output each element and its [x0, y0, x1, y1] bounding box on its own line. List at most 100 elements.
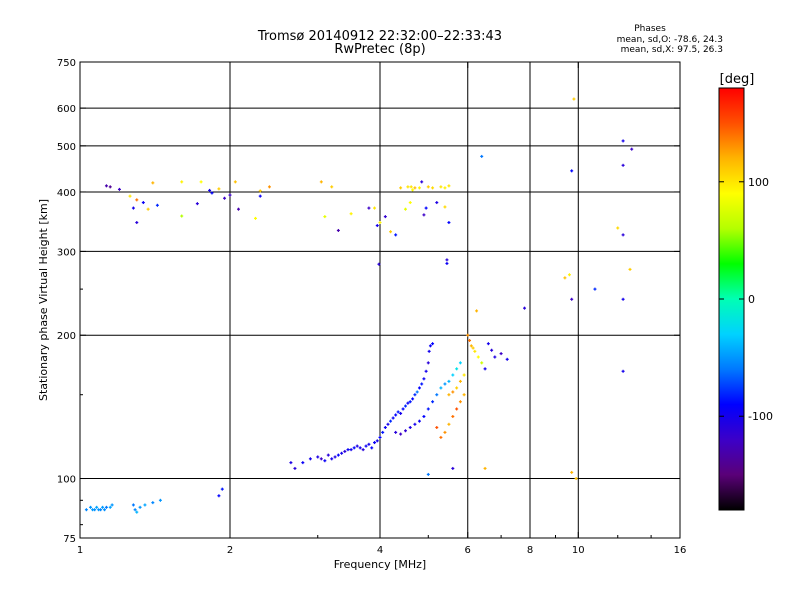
data-point [143, 503, 147, 507]
data-point [158, 498, 162, 502]
data-point [424, 369, 428, 373]
data-point [408, 201, 412, 205]
data-point [386, 422, 390, 426]
x-axis-ticks: 1 2 4 6 8 10 16 [77, 62, 687, 556]
data-point [389, 230, 393, 234]
colorbar-tick-label: -100 [748, 410, 773, 423]
data-point [135, 510, 139, 514]
data-point [146, 207, 150, 211]
data-point [133, 508, 137, 512]
data-point [394, 413, 398, 417]
data-point [439, 386, 443, 390]
data-point [399, 432, 403, 436]
x-tick-label: 2 [227, 545, 233, 556]
data-point [217, 187, 221, 191]
data-point [451, 373, 455, 377]
data-point [195, 202, 199, 206]
data-point [468, 338, 472, 342]
data-point [420, 382, 424, 386]
data-point [258, 189, 262, 193]
data-point [323, 459, 327, 463]
data-point [473, 349, 477, 353]
data-point [361, 448, 365, 452]
data-point [352, 446, 356, 450]
data-point [462, 393, 466, 397]
colorbar-tick-label: 0 [748, 293, 755, 306]
data-point [336, 453, 340, 457]
data-point [378, 221, 382, 225]
data-point [406, 185, 410, 189]
data-point [413, 422, 417, 426]
data-point [451, 414, 455, 418]
data-point [253, 216, 257, 220]
data-point [476, 355, 480, 359]
data-point [381, 430, 385, 434]
data-point [628, 267, 632, 271]
data-point [621, 139, 625, 143]
data-point [572, 97, 576, 101]
data-point [375, 439, 379, 443]
data-point [499, 352, 503, 356]
data-point [401, 407, 405, 411]
data-point [630, 147, 634, 151]
data-point [236, 207, 240, 211]
data-point [391, 416, 395, 420]
data-point [458, 361, 462, 365]
x-tick-label: 8 [527, 545, 533, 556]
data-point [439, 435, 443, 439]
data-point [426, 185, 430, 189]
data-point [475, 309, 479, 313]
data-point [570, 297, 574, 301]
data-point [570, 470, 574, 474]
data-point [570, 169, 574, 173]
data-point [486, 342, 490, 346]
data-point [409, 185, 413, 189]
phases-title: Phases [634, 24, 666, 34]
x-tick-label: 1 [77, 545, 83, 556]
data-point [408, 425, 412, 429]
data-point [399, 186, 403, 190]
data-point [455, 386, 459, 390]
data-point [180, 180, 184, 184]
data-point [135, 198, 139, 202]
data-point [316, 455, 320, 459]
data-point [330, 457, 334, 461]
data-point [435, 201, 439, 205]
data-point [375, 224, 379, 228]
data-point [411, 188, 415, 192]
data-point [435, 393, 439, 397]
data-point [267, 185, 271, 189]
data-point [493, 355, 497, 359]
data-point [217, 494, 221, 498]
data-point [131, 206, 135, 210]
data-point [451, 466, 455, 470]
data-point [422, 213, 426, 217]
data-point [443, 186, 447, 190]
data-point [462, 373, 466, 377]
data-point [490, 348, 494, 352]
data-point [84, 508, 88, 512]
data-point [108, 185, 112, 189]
data-point [99, 508, 103, 512]
data-point [155, 203, 159, 207]
data-point [104, 184, 108, 188]
data-point [95, 505, 99, 509]
data-point [289, 461, 293, 465]
data-point [141, 201, 145, 205]
data-point [417, 186, 421, 190]
data-point [308, 457, 312, 461]
data-point [403, 207, 407, 211]
data-point [358, 446, 362, 450]
data-point [367, 442, 371, 446]
data-point [458, 379, 462, 383]
data-point [443, 430, 447, 434]
data-point [103, 508, 107, 512]
data-point [319, 457, 323, 461]
x-tick-label: 16 [674, 545, 687, 556]
data-point [616, 226, 620, 230]
data-point [621, 233, 625, 237]
data-point [355, 444, 359, 448]
data-point [138, 505, 142, 509]
data-point [180, 214, 184, 218]
